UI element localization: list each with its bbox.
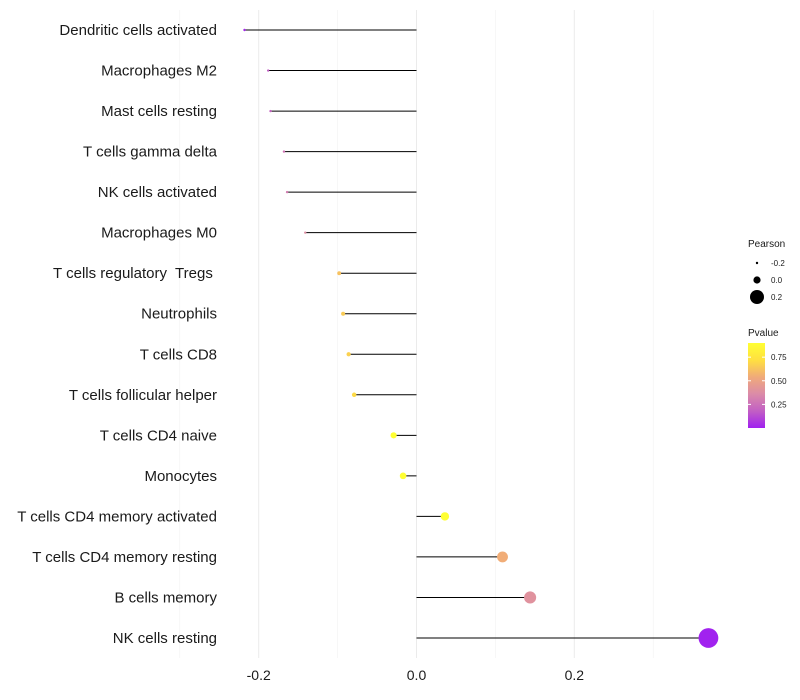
size-legend-key bbox=[755, 261, 759, 265]
size-legend-key bbox=[753, 276, 761, 284]
category-label: T cells CD4 naive bbox=[100, 427, 217, 444]
size-legend-label: 0.0 bbox=[771, 276, 783, 285]
category-label: T cells gamma delta bbox=[83, 144, 218, 161]
data-point bbox=[440, 512, 450, 521]
x-axis-ticks: -0.2 0.0 0.2 bbox=[247, 667, 585, 683]
size-legend-title: Pearson bbox=[748, 239, 785, 250]
x-tick-label: 0.2 bbox=[565, 667, 585, 683]
category-label: Macrophages M2 bbox=[101, 63, 217, 80]
data-point bbox=[269, 109, 272, 113]
data-point bbox=[285, 190, 289, 194]
data-point bbox=[399, 472, 407, 480]
color-legend-label: 0.50 bbox=[771, 377, 787, 386]
data-point bbox=[337, 271, 342, 276]
category-label: Mast cells resting bbox=[101, 103, 217, 120]
size-legend-label: 0.2 bbox=[771, 293, 783, 302]
category-label: T cells CD4 memory resting bbox=[32, 549, 217, 566]
category-label: Neutrophils bbox=[141, 306, 217, 323]
stems-layer bbox=[244, 29, 709, 639]
category-label: NK cells activated bbox=[98, 184, 217, 201]
data-point bbox=[243, 28, 246, 32]
data-point bbox=[351, 392, 357, 398]
data-point bbox=[390, 432, 397, 439]
data-point bbox=[304, 231, 307, 234]
data-point bbox=[698, 628, 719, 648]
category-label: Macrophages M0 bbox=[101, 225, 217, 242]
category-label: T cells CD4 memory activated bbox=[17, 508, 217, 525]
category-label: T cells CD8 bbox=[140, 346, 217, 363]
color-legend-label: 0.25 bbox=[771, 400, 787, 409]
x-tick-label: 0.0 bbox=[407, 667, 427, 683]
category-label: T cells follicular helper bbox=[69, 387, 217, 404]
legend: Pearson -0.2 0.0 0.2 Pvalue 0.25 0.50 0.75 bbox=[748, 239, 787, 428]
category-label: NK cells resting bbox=[113, 630, 217, 647]
data-point bbox=[524, 591, 537, 604]
color-legend-label: 0.75 bbox=[771, 353, 787, 362]
category-label: Dendritic cells activated bbox=[59, 22, 217, 39]
grid-layer bbox=[179, 10, 654, 658]
category-label: B cells memory bbox=[114, 589, 217, 606]
data-point bbox=[346, 352, 351, 357]
data-point bbox=[341, 311, 346, 316]
points-layer bbox=[243, 28, 719, 648]
data-point bbox=[282, 150, 286, 153]
category-label: T cells regulatory Tregs bbox=[53, 265, 217, 282]
category-label: Monocytes bbox=[144, 468, 217, 485]
x-tick-label: -0.2 bbox=[247, 667, 271, 683]
color-legend-bar bbox=[748, 343, 765, 428]
size-legend-key bbox=[750, 290, 764, 304]
data-point bbox=[266, 69, 270, 72]
color-legend-title: Pvalue bbox=[748, 328, 779, 339]
category-labels: Dendritic cells activated Macrophages M2 M… bbox=[17, 22, 217, 647]
data-point bbox=[497, 551, 508, 563]
size-legend-label: -0.2 bbox=[771, 259, 785, 268]
